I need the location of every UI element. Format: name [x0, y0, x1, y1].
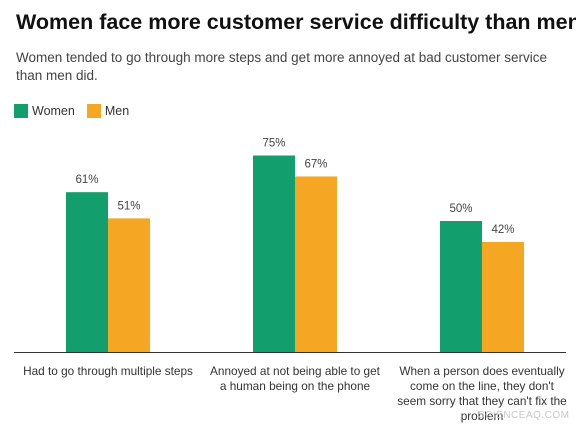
legend-item-men: Men	[86, 104, 130, 118]
legend-item-women: Women	[14, 104, 75, 118]
category-label: Had to go through multiple steps	[23, 364, 193, 378]
legend-label-men: Men	[104, 104, 130, 118]
bar-men	[108, 218, 150, 352]
watermark: SCIENCEAQ.COM	[478, 410, 570, 421]
chart-subtitle: Women tended to go through more steps an…	[16, 50, 548, 83]
legend-label-women: Women	[32, 104, 75, 118]
category-label: Annoyed at not being able to get a human…	[210, 364, 380, 393]
bar-women	[66, 192, 108, 352]
data-label: 61%	[75, 174, 98, 186]
data-label: 75%	[262, 138, 285, 150]
bar-men	[295, 176, 337, 352]
data-label: 51%	[117, 200, 140, 212]
legend: Women Men	[14, 104, 141, 118]
bar-women	[440, 221, 482, 352]
data-label: 50%	[449, 203, 472, 215]
bar-men	[482, 241, 524, 352]
legend-swatch-men	[86, 104, 101, 118]
bar-women	[253, 155, 295, 352]
category-label: When a person does eventually come on th…	[397, 364, 567, 423]
data-label: 42%	[491, 224, 514, 236]
data-label: 67%	[304, 158, 327, 170]
chart-title: Women face more customer service difficu…	[16, 10, 576, 34]
legend-swatch-women	[14, 104, 28, 118]
